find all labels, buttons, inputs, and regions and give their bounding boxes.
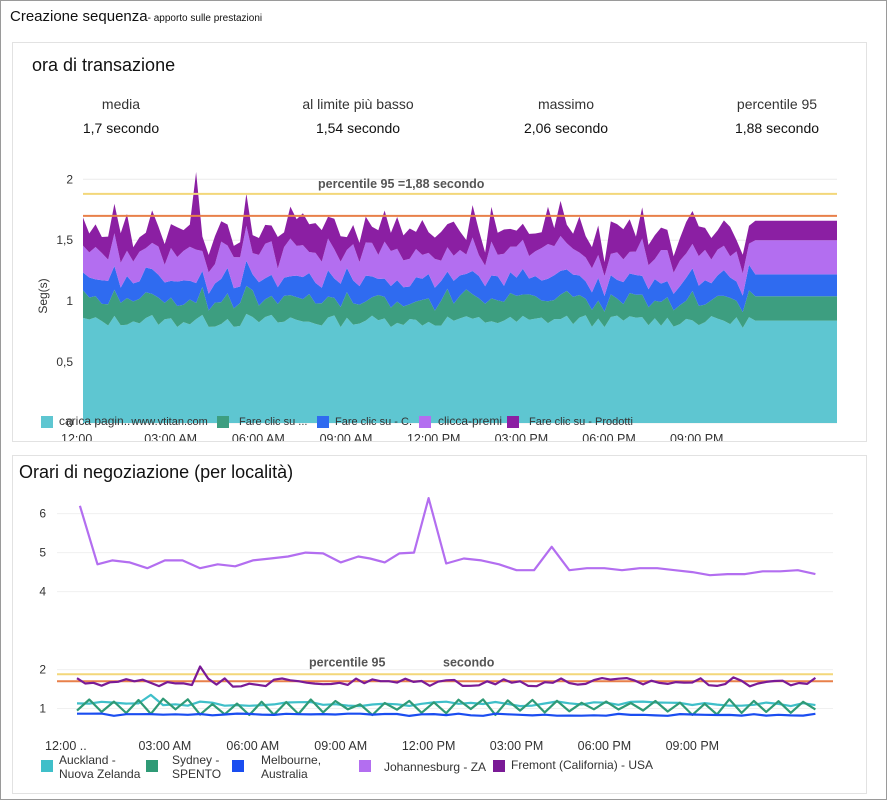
stat-label: percentile 95 xyxy=(736,96,818,112)
y-tick-label: 1,5 xyxy=(56,233,73,247)
page-title: Creazione sequenza- apporto sulle presta… xyxy=(10,8,262,25)
area-series-3 xyxy=(83,260,837,313)
legend-label-line2: Australia xyxy=(261,767,308,781)
legend-item[interactable]: Fare clic su - Prodotti xyxy=(507,415,667,431)
legend-label-line1: Fremont (California) - USA xyxy=(511,758,654,772)
location-legend: Auckland - Nuova Zelanda Sydney - SPENTO… xyxy=(41,754,861,788)
stat-average: media 1,7 secondo xyxy=(76,96,166,136)
legend-label: Fare clic su - C. xyxy=(335,416,413,428)
y-tick-label: 1 xyxy=(39,702,46,716)
y-tick-label: 5 xyxy=(39,546,46,560)
x-tick-label: 03:00 AM xyxy=(144,432,197,441)
percentile-annotation: percentile 95 =1,88 secondo xyxy=(318,177,485,191)
legend-item[interactable]: Fare clic su - C. xyxy=(317,415,427,431)
stat-percentile-95: percentile 95 1,88 secondo xyxy=(723,96,831,136)
legend-label-line1: Johannesburg - ZA xyxy=(384,760,487,774)
line-series-melbourne-australia xyxy=(77,712,816,717)
legend-label-line1: Sydney - xyxy=(172,753,220,767)
legend-item[interactable]: Fare clic su ... xyxy=(217,415,317,431)
x-tick-label: 09:00 AM xyxy=(320,432,373,441)
legend-item[interactable]: Sydney - SPENTO xyxy=(146,754,236,784)
legend-swatch xyxy=(217,416,229,428)
percentile-annotation: percentile 95 xyxy=(309,655,385,669)
location-panel-title: Orari di negoziazione (per località) xyxy=(19,462,294,482)
x-tick-label: 03:00 AM xyxy=(138,739,191,753)
line-series-fremont-california-usa xyxy=(76,665,817,688)
y-tick-label: 1 xyxy=(66,294,73,308)
legend-swatch xyxy=(507,416,519,428)
x-tick-label: 06:00 AM xyxy=(226,739,279,753)
legend-item[interactable]: Melbourne, Australia xyxy=(232,754,342,784)
legend-swatch xyxy=(493,760,505,772)
legend-label: Fare clic su ... xyxy=(239,416,308,428)
page-title-main: Creazione sequenza xyxy=(10,8,148,25)
x-tick-label: 03:00 PM xyxy=(495,432,549,441)
legend-label-line2: SPENTO xyxy=(172,767,222,781)
x-tick-label: 12:00 .. xyxy=(61,432,103,441)
stat-value: 1,7 secondo xyxy=(82,120,160,136)
stat-lower-bound: al limite più basso 1,54 secondo xyxy=(283,96,433,136)
stat-value: 1,88 secondo xyxy=(734,120,820,136)
legend-swatch xyxy=(419,416,431,428)
legend-swatch xyxy=(232,760,244,772)
location-panel: Orari di negoziazione (per località) 1 2 4… xyxy=(12,455,867,794)
line-series-johannesburg-za xyxy=(78,497,816,577)
stat-label: media xyxy=(101,96,141,112)
area-series-5 xyxy=(83,171,837,277)
stat-value: 2,06 secondo xyxy=(523,120,609,136)
x-tick-label: 06:00 PM xyxy=(582,432,636,441)
y-tick-label: 0 xyxy=(66,416,73,430)
legend-swatch xyxy=(41,416,53,428)
x-tick-label: 09:00 PM xyxy=(670,432,724,441)
legend-label: Fare clic su - Prodotti xyxy=(529,416,633,428)
legend-item[interactable]: Fremont (California) - USA xyxy=(493,754,673,774)
legend-label-extra: www.vtitan.com xyxy=(131,416,208,428)
x-tick-label: 12:00 .. xyxy=(45,739,87,753)
x-tick-label: 03:00 PM xyxy=(490,739,544,753)
location-time-chart: 1 2 4 5 6 percentile 95 secondo 12:00 .. 03:00 A… xyxy=(39,497,833,753)
y-tick-label: 4 xyxy=(39,585,46,599)
area-series-2 xyxy=(83,285,837,328)
transaction-legend: carica pagin..www.vtitan.com Fare clic s… xyxy=(41,415,861,433)
transaction-time-chart: 0 0,5 1 1,5 2 Seg(s) percentile 95 =1,88 secon… xyxy=(36,171,837,441)
legend-label: carica pagin..www.vtitan.com xyxy=(59,414,208,429)
transaction-time-panel: ora di transazione media 1,7 secondo al … xyxy=(12,42,867,442)
y-tick-label: 6 xyxy=(39,507,46,521)
legend-swatch xyxy=(41,760,53,772)
legend-item[interactable]: clicca-premi xyxy=(419,415,519,431)
transaction-panel-title: ora di transazione xyxy=(32,55,176,75)
line-series-auckland-nuova-zelanda xyxy=(76,693,816,708)
percentile-annotation-unit: secondo xyxy=(443,655,495,669)
legend-swatch xyxy=(359,760,371,772)
legend-item[interactable]: Auckland - Nuova Zelanda xyxy=(41,754,151,784)
x-tick-label: 12:00 PM xyxy=(402,739,456,753)
legend-item[interactable]: Johannesburg - ZA xyxy=(359,754,499,774)
area-series-4 xyxy=(83,225,837,296)
y-axis-label: Seg(s) xyxy=(36,278,50,313)
legend-label: clicca-premi xyxy=(438,414,503,428)
y-tick-label: 0,5 xyxy=(56,355,73,369)
stat-maximum: massimo 2,06 secondo xyxy=(511,96,621,136)
y-tick-label: 2 xyxy=(66,172,73,186)
x-tick-label: 09:00 AM xyxy=(314,739,367,753)
y-tick-label: 2 xyxy=(39,663,46,677)
stat-label: massimo xyxy=(537,96,594,112)
legend-swatch xyxy=(146,760,158,772)
area-series-1 xyxy=(83,313,837,423)
legend-label-line2: Nuova Zelanda xyxy=(59,767,141,781)
legend-swatch xyxy=(317,416,329,428)
stat-label: al limite più basso xyxy=(302,96,414,112)
legend-label-line1: Auckland - xyxy=(59,753,116,767)
x-tick-label: 12:00 PM xyxy=(407,432,461,441)
legend-label-line1: Melbourne, xyxy=(261,753,322,767)
legend-item[interactable]: carica pagin..www.vtitan.com xyxy=(41,415,246,431)
page-subtitle: - apporto sulle prestazioni xyxy=(147,13,263,24)
x-tick-label: 06:00 AM xyxy=(232,432,285,441)
stat-value: 1,54 secondo xyxy=(315,120,401,136)
x-tick-label: 06:00 PM xyxy=(578,739,632,753)
x-tick-label: 09:00 PM xyxy=(666,739,720,753)
